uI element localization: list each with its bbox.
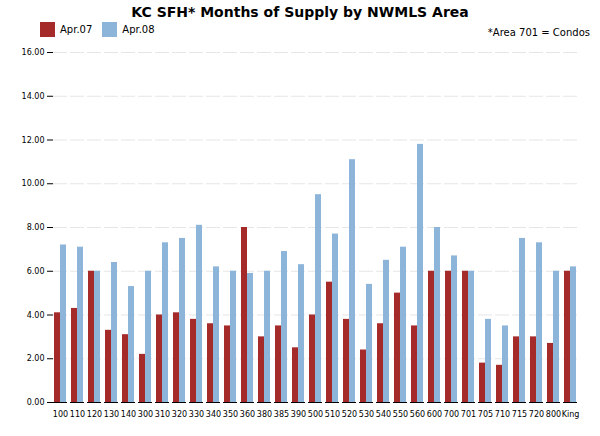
svg-text:530: 530 (359, 410, 374, 419)
svg-text:King: King (562, 410, 580, 419)
html-text:KC SFH* Months of Supply by NW: KC SFH* Months of Supply by NWMLS Area (131, 4, 469, 20)
svg-text:140: 140 (121, 410, 136, 419)
svg-text:100: 100 (53, 410, 68, 419)
svg-text:350: 350 (223, 410, 238, 419)
html-text:*Area 701 = Condos: *Area 701 = Condos (487, 26, 590, 38)
svg-text:6.00: 6.00 (27, 267, 45, 276)
svg-text:16.00: 16.00 (22, 48, 45, 57)
svg-text:705: 705 (478, 410, 493, 419)
svg-text:390: 390 (291, 410, 306, 419)
svg-text:110: 110 (70, 410, 85, 419)
svg-text:10.00: 10.00 (22, 179, 45, 188)
svg-text:2.00: 2.00 (27, 354, 45, 363)
svg-text:701: 701 (461, 410, 476, 419)
svg-text:800: 800 (546, 410, 561, 419)
svg-text:550: 550 (393, 410, 408, 419)
svg-text:720: 720 (529, 410, 544, 419)
svg-text:12.00: 12.00 (22, 136, 45, 145)
svg-text:0.00: 0.00 (27, 398, 45, 407)
html-text:Apr.07: Apr.07 (60, 24, 93, 35)
svg-text:510: 510 (325, 410, 340, 419)
svg-text:500: 500 (308, 410, 323, 419)
svg-text:385: 385 (274, 410, 289, 419)
svg-text:4.00: 4.00 (27, 311, 45, 320)
html-text:Apr.08: Apr.08 (122, 24, 155, 35)
svg-text:540: 540 (376, 410, 391, 419)
svg-text:14.00: 14.00 (22, 92, 45, 101)
svg-text:300: 300 (138, 410, 153, 419)
svg-text:320: 320 (172, 410, 187, 419)
svg-text:360: 360 (240, 410, 255, 419)
svg-text:340: 340 (206, 410, 221, 419)
svg-text:380: 380 (257, 410, 272, 419)
svg-text:8.00: 8.00 (27, 223, 45, 232)
svg-text:560: 560 (410, 410, 425, 419)
svg-text:330: 330 (189, 410, 204, 419)
svg-text:310: 310 (155, 410, 170, 419)
svg-text:130: 130 (104, 410, 119, 419)
svg-text:600: 600 (427, 410, 442, 419)
svg-text:120: 120 (87, 410, 102, 419)
svg-text:700: 700 (444, 410, 459, 419)
svg-text:715: 715 (512, 410, 527, 419)
svg-text:710: 710 (495, 410, 510, 419)
svg-text:520: 520 (342, 410, 357, 419)
